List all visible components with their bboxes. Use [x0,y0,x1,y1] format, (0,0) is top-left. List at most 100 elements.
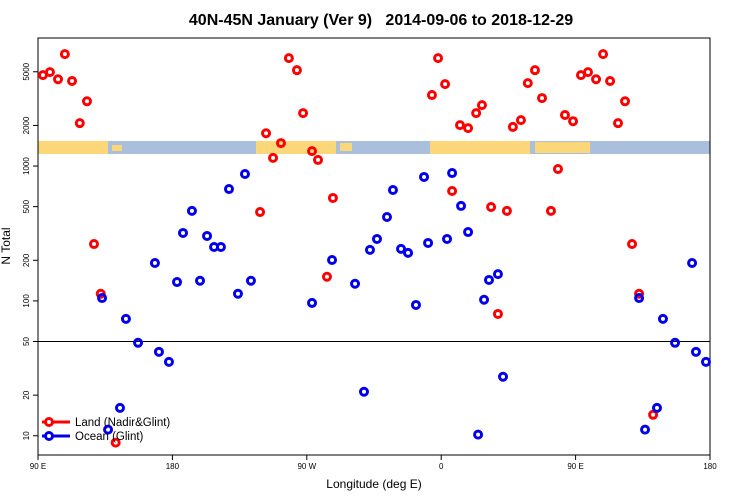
point [67,76,78,87]
point [149,257,160,268]
point [298,108,309,119]
x-tick-label: 180 [166,462,180,471]
point [522,78,533,89]
y-tick-label: 10 [22,431,31,440]
y-tick-label: 50 [22,336,31,345]
point [275,138,286,149]
point [307,146,318,157]
point [195,275,206,286]
land-band [535,142,590,153]
point [419,171,430,182]
land-band [340,143,352,151]
point [471,108,482,119]
point [545,205,556,216]
point [479,294,490,305]
point [97,293,108,304]
point [582,67,593,78]
point [153,346,164,357]
point [507,121,518,132]
point [559,110,570,121]
point [568,116,579,127]
land-band [38,141,108,154]
x-axis-label: Longitude (deg E) [326,477,421,491]
point [255,207,266,218]
point [202,230,213,241]
point [232,288,243,299]
x-tick-label: 90 E [30,462,46,471]
point [307,297,318,308]
point [455,120,466,131]
plot-frame [37,37,711,456]
point [613,118,624,129]
point [268,152,279,163]
point [215,241,226,252]
point [537,93,547,104]
y-tick-label: 2000 [22,116,31,134]
point [442,233,453,244]
point [486,201,497,212]
point [515,115,526,126]
point [670,337,681,348]
point [627,239,638,250]
y-tick-label: 20 [22,390,31,399]
point [440,79,451,90]
point [529,65,540,76]
point [620,96,631,107]
point [313,154,323,165]
point [114,402,125,413]
point [648,409,659,420]
y-axis-label: N Total [0,227,13,264]
point [552,164,563,175]
point [163,356,174,367]
point [396,243,407,254]
point [463,123,474,134]
point [700,356,711,367]
point [456,200,467,211]
point [89,239,99,250]
point [327,192,338,203]
point [433,53,444,64]
point [423,237,434,248]
point [598,49,609,60]
point [651,402,662,413]
point [261,128,272,139]
point [498,371,509,382]
point [239,168,250,179]
point [371,233,382,244]
legend-marker [44,417,54,427]
point [364,244,375,255]
ocean-band [38,141,710,154]
point [387,185,398,196]
point [120,313,131,324]
y-tick-label: 1000 [22,157,31,175]
point [483,274,494,285]
point [690,346,701,357]
point [178,227,189,238]
point [463,227,474,238]
point [634,288,645,299]
point [103,424,114,435]
point [245,275,256,286]
x-tick-label: 90 W [297,462,316,471]
point [492,269,503,280]
point [657,313,668,324]
point [476,100,487,111]
point [81,96,92,107]
point [53,74,64,85]
point [447,185,458,196]
x-tick-label: 90 E [567,462,583,471]
point [501,205,512,216]
point [321,271,332,282]
legend-text: Ocean (Glint) [75,431,144,443]
point [591,74,602,85]
chart-title: 40N-45N January (Ver 9) 2014-09-06 to 20… [189,12,573,29]
point [110,437,121,448]
y-tick-label: 500 [22,199,31,213]
y-tick-label: 200 [22,253,31,267]
land-band [112,145,122,151]
point [133,337,144,348]
point [605,76,616,87]
land-band [256,141,336,154]
point [172,277,183,288]
